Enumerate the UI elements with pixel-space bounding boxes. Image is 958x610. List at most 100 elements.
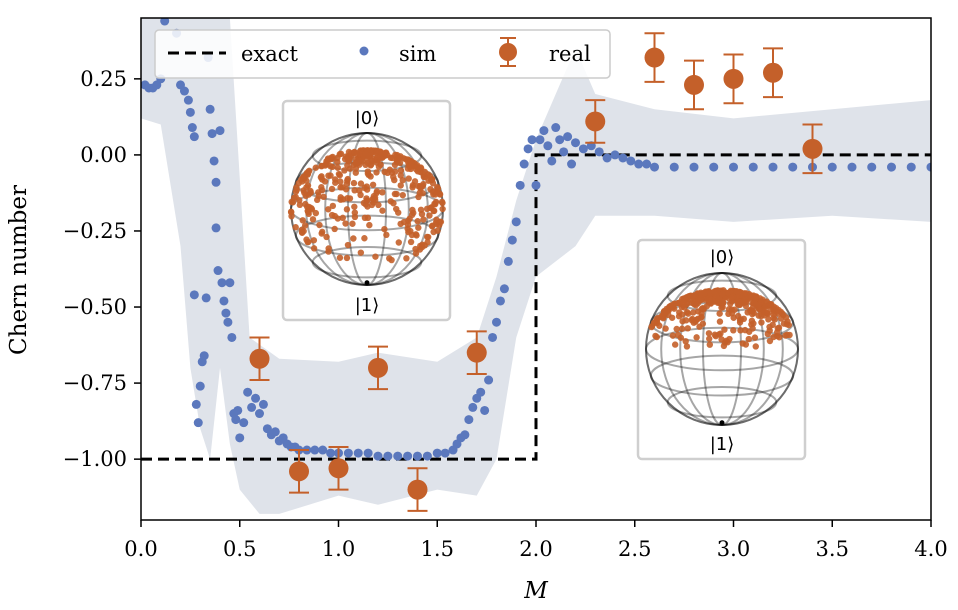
sim-point [383, 451, 393, 461]
real-point [644, 32, 665, 83]
legend-exact-label: exact [241, 42, 299, 66]
sim-point [634, 159, 644, 169]
sim-point [511, 217, 521, 227]
sim-point [251, 393, 261, 403]
sim-point [519, 159, 529, 169]
sim-point [183, 95, 193, 105]
sim-point [189, 290, 199, 300]
bloch-sphere-left [287, 132, 446, 286]
sim-point [523, 144, 533, 154]
sim-point [642, 159, 652, 169]
x-tick-label: 0.5 [223, 537, 256, 561]
sim-point [906, 162, 916, 172]
sim-point [531, 180, 541, 190]
sim-point [363, 448, 373, 458]
x-tick-label: 1.5 [421, 537, 454, 561]
sim-point [527, 135, 537, 145]
sim-point [555, 135, 565, 145]
sim-point [543, 141, 553, 151]
real-point [368, 345, 388, 391]
legend-real-marker [499, 37, 517, 67]
sim-point [551, 123, 561, 133]
sim-point [318, 445, 328, 455]
sim-point [492, 317, 501, 327]
sim-point [191, 399, 201, 409]
x-tick-label: 3.0 [717, 537, 750, 561]
real-point [328, 445, 349, 491]
real-point [802, 123, 823, 175]
sim-point [199, 351, 209, 361]
sim-point [507, 235, 517, 245]
sim-point [393, 451, 403, 461]
sim-point [201, 293, 211, 303]
state-points [287, 147, 446, 264]
sim-point [205, 104, 215, 114]
real-point [723, 53, 744, 105]
south-pole-dot [364, 280, 370, 286]
sim-point [207, 129, 217, 139]
x-tick-label: 0.0 [124, 537, 157, 561]
south-pole-dot [719, 420, 725, 426]
y-tick-label: −0.50 [63, 295, 127, 319]
inset-left-top-label: |0⟩ [355, 108, 380, 129]
real-point [585, 99, 606, 144]
sim-point [748, 162, 758, 172]
sim-point [221, 308, 231, 318]
sim-point [488, 332, 498, 342]
sim-point [195, 381, 205, 391]
bloch-sphere-inset-right: |0⟩ |1⟩ [636, 238, 807, 461]
sim-point [827, 162, 837, 172]
state-points [648, 287, 793, 350]
sim-point [432, 448, 442, 458]
sim-point [219, 296, 229, 306]
legend: exact sim real [154, 29, 611, 79]
real-point [466, 330, 487, 375]
sim-point [460, 430, 470, 440]
sim-point [480, 405, 490, 415]
sim-point [618, 153, 628, 163]
sim-point [373, 451, 383, 461]
real-point [684, 59, 704, 111]
sim-point [610, 150, 620, 160]
sim-point [515, 180, 525, 190]
x-tick-label: 2.0 [519, 537, 552, 561]
sim-point [650, 162, 659, 172]
sim-point [179, 86, 189, 96]
inset-frame [281, 99, 452, 322]
y-tick-label: 0.00 [80, 143, 127, 167]
x-axis: 0.0 0.5 1.0 1.5 2.0 2.5 3.0 3.5 4.0 [124, 520, 948, 561]
sim-point [468, 402, 478, 412]
sim-point [571, 138, 580, 148]
sim-point [185, 107, 195, 117]
sim-point [231, 415, 241, 425]
sim-point [689, 162, 699, 172]
sim-point [413, 451, 422, 461]
sim-point [235, 433, 245, 443]
sim-point [270, 427, 280, 437]
x-tick-label: 2.5 [618, 537, 651, 561]
bloch-sphere-right [645, 272, 799, 426]
sim-point [211, 177, 221, 187]
real-point [407, 467, 428, 512]
sim-point [535, 135, 545, 145]
x-tick-label: 3.5 [816, 537, 849, 561]
inset-right-bottom-label: |1⟩ [710, 434, 735, 455]
sim-point [258, 399, 268, 409]
inset-right-top-label: |0⟩ [710, 247, 735, 268]
sim-point [440, 448, 450, 458]
y-tick-label: −0.25 [63, 219, 127, 243]
sim-point [164, 7, 173, 16]
sim-point [559, 147, 569, 157]
sim-point [926, 162, 931, 172]
sim-point [422, 451, 432, 461]
sim-point [160, 18, 170, 26]
sim-point [239, 418, 249, 428]
sim-point [217, 278, 227, 288]
real-series [249, 32, 823, 512]
sim-point [709, 162, 719, 172]
sim-point [403, 451, 413, 461]
y-tick-label: −1.00 [63, 447, 127, 471]
sim-point [602, 153, 612, 163]
sim-point [187, 123, 197, 133]
inset-left-bottom-label: |1⟩ [355, 295, 380, 316]
